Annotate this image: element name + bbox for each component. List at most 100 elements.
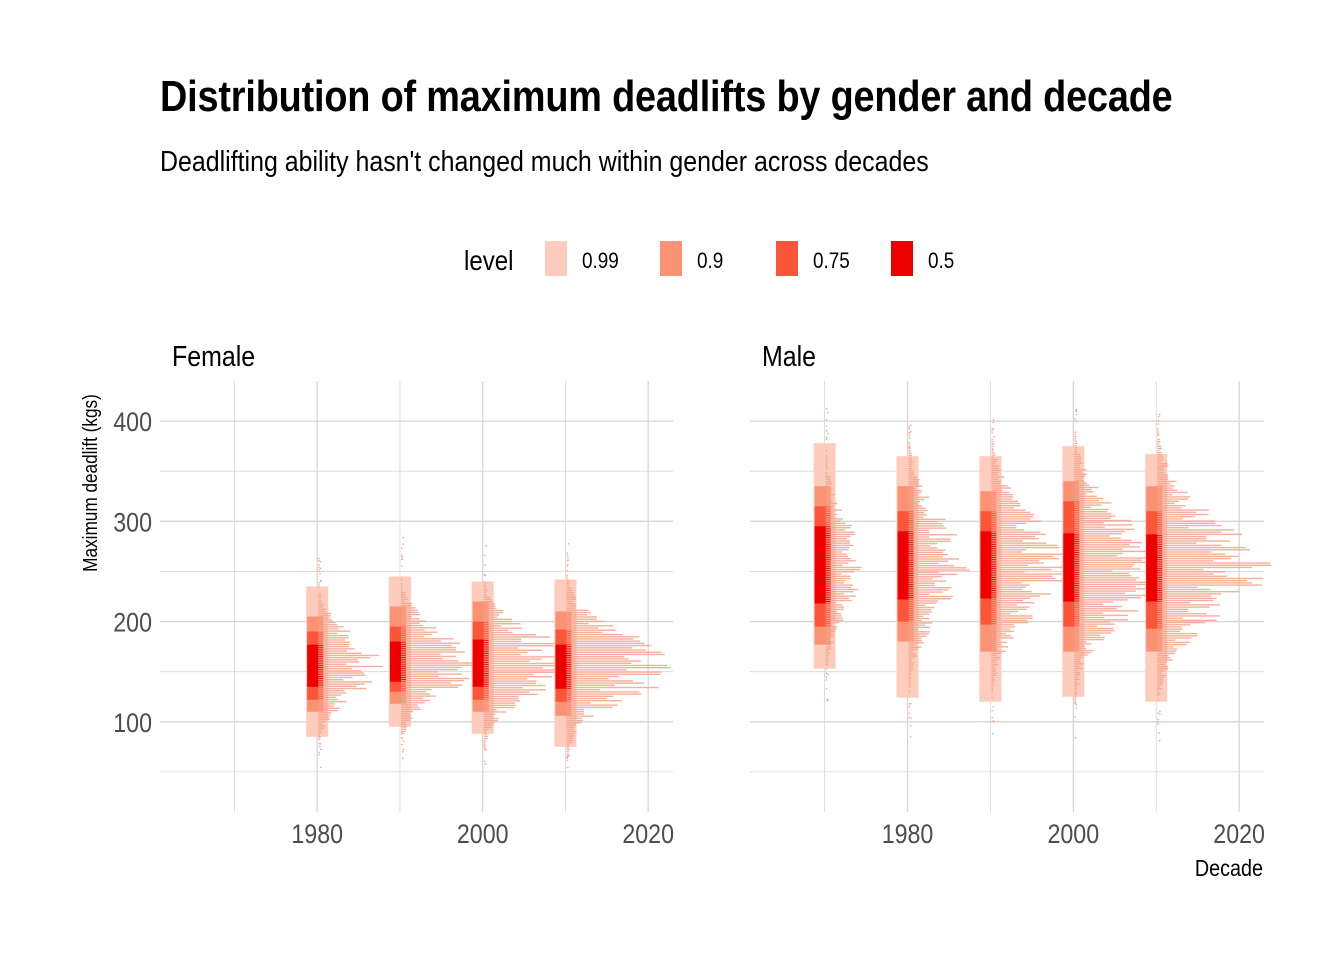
histogram-bar (400, 679, 465, 682)
histogram-bar (825, 513, 837, 516)
histogram-bar (991, 500, 1019, 502)
histogram-bar (991, 624, 1015, 626)
histogram-bar (1157, 593, 1222, 595)
histogram-bar (483, 603, 496, 605)
histogram-bar (566, 598, 576, 601)
histogram-bar (1157, 602, 1191, 604)
histogram-bar (1157, 646, 1174, 648)
histogram-bar (400, 671, 438, 673)
histogram-bar (1157, 432, 1159, 434)
histogram-bar (1074, 601, 1114, 603)
histogram-bar (1157, 531, 1222, 533)
x-tick-label: 1980 (291, 819, 343, 849)
histogram-bar (908, 675, 911, 677)
histogram-bar (400, 724, 406, 726)
histogram-bar (566, 658, 629, 660)
decade-group-2010 (1145, 413, 1272, 742)
histogram-bar (908, 549, 946, 551)
histogram-bar (825, 679, 828, 681)
histogram-bar (991, 465, 999, 467)
histogram-bar (825, 566, 862, 569)
histogram-bar (908, 527, 947, 529)
histogram-bar (991, 604, 1017, 606)
histogram-bar (991, 628, 1011, 630)
histogram-bar (991, 493, 1013, 496)
histogram-bar (566, 587, 572, 589)
histogram-bar (1074, 683, 1080, 685)
histogram-bar (318, 615, 331, 617)
histogram-bar (1074, 656, 1083, 658)
histogram-bar (318, 681, 373, 683)
histogram-bar (991, 577, 1056, 580)
legend-key-0.9 (660, 241, 682, 276)
histogram-bar (1074, 557, 1163, 559)
histogram-bar (908, 465, 912, 468)
histogram-bar (908, 593, 930, 595)
histogram-bar (1157, 613, 1207, 615)
histogram-bar (318, 707, 340, 710)
histogram-bar (1074, 519, 1132, 522)
histogram-bar (825, 663, 829, 666)
histogram-bar (566, 730, 577, 733)
outlier-point (402, 740, 405, 742)
histogram-bar (1157, 542, 1197, 544)
outlier-point (992, 421, 994, 424)
histogram-bar (825, 639, 831, 641)
histogram-bar (991, 502, 1021, 505)
legend-key-0.99 (545, 241, 567, 276)
histogram-bar (1157, 721, 1159, 723)
histogram-bar (318, 656, 371, 659)
histogram-bar (318, 601, 322, 604)
histogram-bar (483, 684, 546, 687)
histogram-bar (908, 512, 925, 514)
histogram-bar (825, 595, 856, 597)
histogram-bar (566, 755, 569, 757)
histogram-bar (908, 434, 911, 437)
histogram-bar (566, 759, 569, 761)
x-tick-label: 2020 (1213, 819, 1265, 849)
histogram-bar (908, 586, 952, 589)
histogram-bar (1074, 568, 1141, 570)
histogram-bar (991, 681, 994, 683)
legend-items: 0.99 0.9 0.75 0.5 (545, 241, 954, 276)
histogram-bar (908, 690, 911, 693)
histogram-bar (825, 476, 831, 478)
histogram-bar (991, 430, 993, 432)
histogram-bar (1157, 546, 1246, 549)
histogram-bar (991, 571, 1025, 573)
histogram-bar (1074, 480, 1085, 482)
histogram-bar (1157, 650, 1177, 652)
histogram-bar (1157, 604, 1220, 606)
outlier-point (320, 748, 322, 751)
histogram-bar (825, 668, 828, 670)
histogram-bar (566, 625, 613, 627)
outlier-point (1075, 420, 1077, 423)
histogram-bar (1074, 506, 1092, 508)
outlier-point (567, 564, 569, 566)
histogram-bar (1157, 430, 1159, 432)
histogram-bar (1074, 680, 1078, 683)
legend-key-0.75 (776, 241, 798, 276)
histogram-bar (318, 694, 342, 696)
outlier-point (1157, 419, 1160, 422)
histogram-bar (1074, 537, 1121, 539)
histogram-bar (991, 469, 1002, 472)
histogram (1157, 413, 1272, 742)
histogram-bar (1157, 445, 1161, 447)
outlier-point (826, 700, 828, 702)
histogram-bar (825, 568, 860, 571)
histogram-bar (1074, 493, 1087, 495)
histogram-bar (825, 688, 828, 690)
histogram-bar (400, 640, 441, 642)
histogram-bar (400, 627, 437, 629)
histogram-bar (318, 716, 330, 718)
histogram-bar (908, 635, 927, 637)
histogram-bar (400, 655, 456, 658)
histogram-bar (825, 524, 852, 527)
histogram-bar (1074, 552, 1123, 555)
histogram-bar (318, 619, 333, 621)
histogram-bar (1074, 491, 1094, 493)
histogram-bar (400, 706, 419, 708)
histogram-bar (1074, 678, 1080, 680)
histogram-bar (318, 648, 355, 650)
